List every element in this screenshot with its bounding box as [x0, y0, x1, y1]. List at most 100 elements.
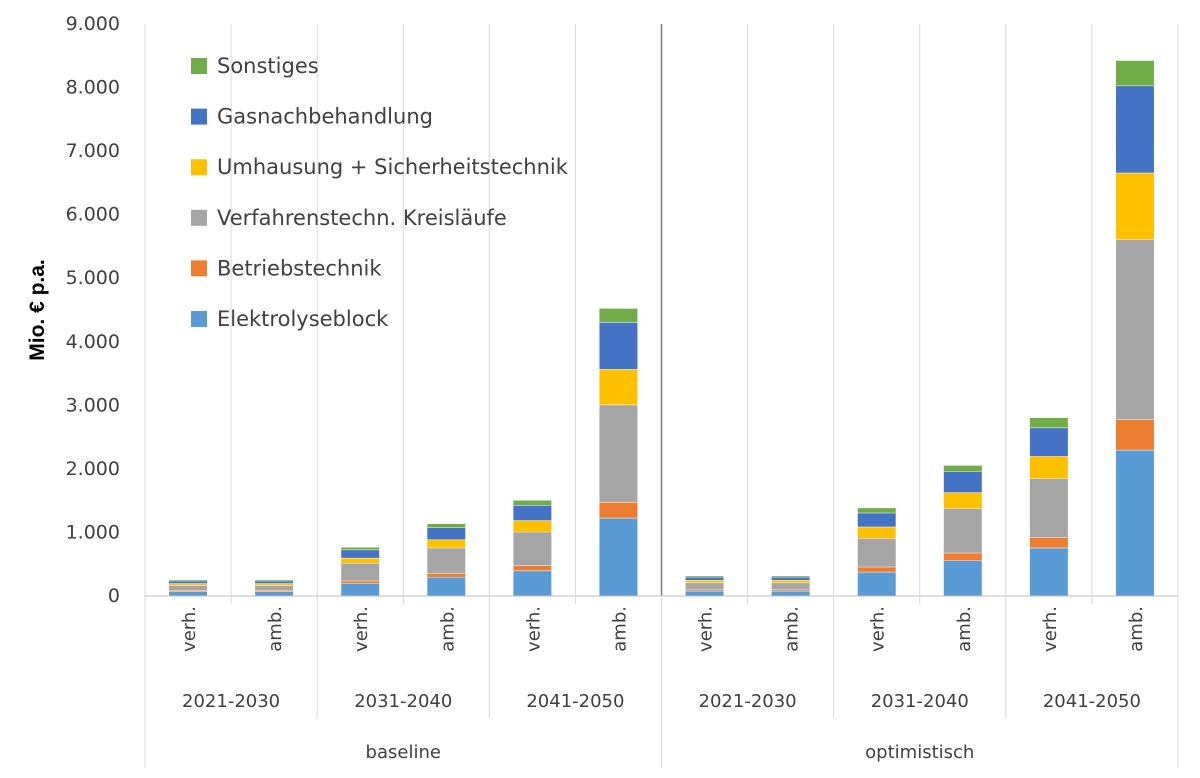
bar-segment-elektrolyseblock — [943, 560, 982, 596]
legend-swatch — [191, 311, 207, 327]
bar-segment-verfahrenstechn-kreisl-ufe — [169, 585, 208, 591]
bar-segment-betriebstechnik — [1115, 419, 1154, 450]
bar-segment-gasnachbehandlung — [771, 576, 810, 581]
x-tick-label-variant: amb. — [782, 606, 803, 652]
legend-label: Gasnachbehandlung — [217, 105, 433, 129]
bar-segment-gasnachbehandlung — [255, 580, 294, 584]
legend-label: Elektrolyseblock — [217, 307, 389, 331]
bar-segment-sonstiges — [771, 575, 810, 577]
x-group-label-scenario: baseline — [366, 742, 441, 763]
bar-segment-betriebstechnik — [1029, 537, 1068, 548]
x-group-label-period: 2031-2040 — [354, 691, 452, 712]
y-tick-label: 3.000 — [66, 394, 120, 416]
x-group-label-period: 2041-2050 — [526, 691, 624, 712]
bar-segment-gasnachbehandlung — [943, 471, 982, 493]
bar-segment-elektrolyseblock — [513, 570, 552, 596]
y-axis-title: Mio. € p.a. — [26, 259, 49, 361]
bar-segment-gasnachbehandlung — [341, 549, 380, 558]
bar-segment-elektrolyseblock — [1029, 547, 1068, 596]
bar-segment-umhausung-sicherheitstechnik — [599, 369, 638, 405]
y-tick-label: 5.000 — [66, 267, 120, 289]
bar-segment-sonstiges — [255, 579, 294, 581]
bar-segment-betriebstechnik — [599, 501, 638, 518]
x-group-label-period: 2031-2040 — [871, 691, 969, 712]
bar-segment-umhausung-sicherheitstechnik — [169, 583, 208, 586]
bar-segment-sonstiges — [1029, 417, 1068, 428]
x-group-label-period: 2041-2050 — [1043, 691, 1141, 712]
bar-segment-elektrolyseblock — [169, 591, 208, 596]
bar-segment-gasnachbehandlung — [857, 512, 896, 527]
legend-swatch — [191, 260, 207, 277]
bar-segment-umhausung-sicherheitstechnik — [255, 583, 294, 586]
legend-label: Verfahrenstechn. Kreisläufe — [217, 206, 507, 230]
legend-swatch — [191, 58, 207, 74]
x-tick-label-variant: verh. — [523, 606, 544, 652]
y-tick-label: 6.000 — [66, 204, 120, 226]
bar-segment-umhausung-sicherheitstechnik — [341, 557, 380, 563]
y-tick-label: 8.000 — [66, 77, 120, 99]
bar-segment-betriebstechnik — [255, 590, 294, 592]
bar-segment-elektrolyseblock — [685, 590, 724, 596]
bar-segment-betriebstechnik — [943, 552, 982, 561]
bar-segment-umhausung-sicherheitstechnik — [1115, 172, 1154, 240]
bar-segment-verfahrenstechn-kreisl-ufe — [255, 585, 294, 591]
bar-segment-sonstiges — [599, 308, 638, 323]
bar-segment-verfahrenstechn-kreisl-ufe — [685, 582, 724, 590]
x-tick-label-variant: verh. — [868, 606, 889, 652]
bar-segment-sonstiges — [427, 523, 466, 528]
bar-segment-betriebstechnik — [427, 573, 466, 577]
x-tick-label-variant: verh. — [1040, 606, 1061, 652]
x-tick-label-variant: amb. — [437, 606, 458, 652]
bar-segment-gasnachbehandlung — [427, 527, 466, 540]
y-tick-label: 1.000 — [66, 521, 120, 543]
bar-segment-elektrolyseblock — [255, 591, 294, 596]
x-tick-label-variant: verh. — [351, 606, 372, 652]
bar-segment-elektrolyseblock — [341, 583, 380, 596]
y-tick-label: 9.000 — [66, 13, 120, 35]
y-tick-label: 0 — [108, 585, 120, 607]
bar-segment-umhausung-sicherheitstechnik — [427, 539, 466, 548]
bar-segment-gasnachbehandlung — [513, 505, 552, 521]
y-tick-label: 4.000 — [66, 331, 120, 353]
bar-segment-gasnachbehandlung — [599, 322, 638, 370]
bar-segment-sonstiges — [169, 579, 208, 581]
bar-segment-umhausung-sicherheitstechnik — [771, 580, 810, 583]
bar-segment-sonstiges — [857, 507, 896, 513]
legend-swatch — [191, 209, 207, 226]
bar-segment-sonstiges — [513, 500, 552, 506]
x-tick-label-variant: verh. — [179, 606, 200, 652]
x-tick-label-variant: amb. — [1126, 606, 1147, 652]
bar-segment-gasnachbehandlung — [685, 576, 724, 581]
bar-segment-umhausung-sicherheitstechnik — [685, 580, 724, 583]
bar-segment-verfahrenstechn-kreisl-ufe — [857, 538, 896, 567]
bar-segment-verfahrenstechn-kreisl-ufe — [1029, 478, 1068, 538]
bar-segment-gasnachbehandlung — [1029, 427, 1068, 457]
bar-segment-betriebstechnik — [685, 589, 724, 591]
y-tick-label: 2.000 — [66, 458, 120, 480]
bar-segment-verfahrenstechn-kreisl-ufe — [427, 547, 466, 574]
bar-segment-gasnachbehandlung — [1115, 85, 1154, 173]
bar-segment-elektrolyseblock — [599, 517, 638, 596]
x-tick-label-variant: amb. — [265, 606, 286, 652]
bar-segment-umhausung-sicherheitstechnik — [513, 520, 552, 532]
bar-segment-gasnachbehandlung — [169, 580, 208, 584]
legend-label: Betriebstechnik — [217, 256, 382, 280]
bar-segment-sonstiges — [1115, 60, 1154, 86]
bar-segment-verfahrenstechn-kreisl-ufe — [599, 404, 638, 502]
legend-label: Sonstiges — [217, 54, 319, 78]
bar-segment-sonstiges — [685, 575, 724, 577]
x-group-label-period: 2021-2030 — [182, 691, 280, 712]
bar-segment-elektrolyseblock — [771, 590, 810, 596]
bar-segment-verfahrenstechn-kreisl-ufe — [771, 582, 810, 590]
bar-segment-umhausung-sicherheitstechnik — [1029, 456, 1068, 479]
bar-segment-betriebstechnik — [169, 590, 208, 592]
x-group-label-scenario: optimistisch — [865, 742, 974, 763]
legend-swatch — [191, 159, 207, 176]
y-tick-label: 7.000 — [66, 140, 120, 162]
bar-segment-sonstiges — [341, 547, 380, 550]
bar-segment-elektrolyseblock — [857, 571, 896, 596]
x-tick-label-variant: amb. — [609, 606, 630, 652]
bar-segment-umhausung-sicherheitstechnik — [943, 492, 982, 509]
